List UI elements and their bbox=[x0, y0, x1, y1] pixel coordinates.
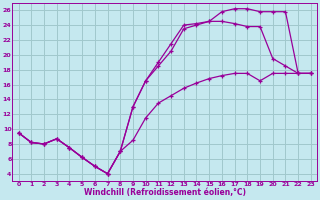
X-axis label: Windchill (Refroidissement éolien,°C): Windchill (Refroidissement éolien,°C) bbox=[84, 188, 246, 197]
